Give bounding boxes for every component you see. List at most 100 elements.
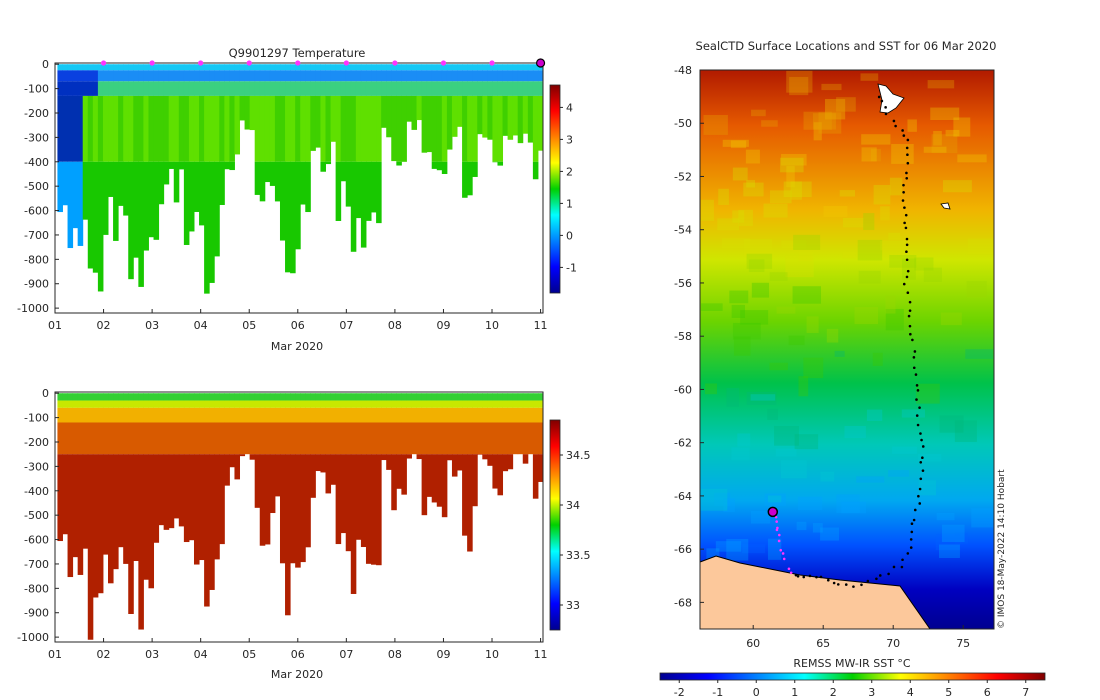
track-point[interactable] [919,432,922,435]
track-point[interactable] [906,161,910,165]
track-point[interactable] [906,552,910,555]
track-point[interactable] [906,138,910,142]
track-point[interactable] [775,520,778,523]
surface-marker[interactable] [198,60,204,66]
track-point[interactable] [919,477,923,481]
track-point[interactable] [911,338,914,342]
track-point[interactable] [913,350,917,353]
track-point[interactable] [808,574,812,578]
track-point[interactable] [905,171,908,175]
track-point[interactable] [779,548,783,552]
track-point[interactable] [908,309,912,312]
track-point[interactable] [903,206,906,209]
island-kerguelen[interactable] [877,83,905,114]
track-point[interactable] [802,575,806,579]
surface-marker[interactable] [440,60,447,66]
track-point[interactable] [905,243,909,247]
surface-marker[interactable] [489,60,495,66]
track-point[interactable] [844,583,848,586]
track-point[interactable] [920,438,923,442]
track-point[interactable] [852,585,855,588]
track-point[interactable] [916,423,920,427]
track-point[interactable] [921,456,924,460]
track-point[interactable] [832,581,836,585]
track-point[interactable] [905,176,909,180]
track-point[interactable] [905,258,909,262]
track-point[interactable] [912,518,916,522]
latest-position-marker[interactable] [767,506,779,518]
track-point[interactable] [907,314,911,318]
track-point[interactable] [908,300,912,304]
track-point[interactable] [826,578,830,582]
track-point[interactable] [819,575,823,579]
track-point[interactable] [877,95,881,99]
track-point[interactable] [875,577,878,581]
track-point[interactable] [909,332,912,336]
track-point[interactable] [787,567,791,571]
track-point[interactable] [919,460,923,464]
track-point[interactable] [878,574,882,577]
track-point[interactable] [915,414,919,417]
latest-profile-marker[interactable] [535,58,546,68]
track-point[interactable] [916,389,920,392]
track-point[interactable] [796,574,800,578]
track-point[interactable] [884,106,887,109]
track-point[interactable] [905,250,908,254]
track-point[interactable] [918,502,922,505]
surface-marker[interactable] [246,60,252,66]
track-point[interactable] [902,190,905,194]
track-point[interactable] [901,558,904,562]
track-point[interactable] [900,565,904,569]
track-point[interactable] [915,398,918,401]
track-point[interactable] [905,237,909,241]
track-point[interactable] [901,199,905,202]
track-point[interactable] [866,579,870,583]
track-point[interactable] [921,469,925,472]
track-point[interactable] [880,99,884,103]
track-point[interactable] [910,522,914,526]
track-point[interactable] [910,530,914,534]
track-point[interactable] [777,539,781,543]
surface-marker[interactable] [149,60,155,66]
track-point[interactable] [902,282,906,286]
track-point[interactable] [836,583,840,586]
track-point[interactable] [892,565,896,569]
track-point[interactable] [903,221,906,225]
track-point[interactable] [775,528,779,532]
track-point[interactable] [912,356,916,359]
track-point[interactable] [909,546,913,549]
track-point[interactable] [908,324,912,328]
track-point[interactable] [815,575,818,579]
track-point[interactable] [884,112,888,116]
track-point[interactable] [860,583,863,587]
track-point[interactable] [777,533,781,537]
track-point[interactable] [902,183,905,187]
track-point[interactable] [918,406,921,409]
track-point[interactable] [776,526,779,530]
track-point[interactable] [918,487,922,491]
track-point[interactable] [905,146,909,150]
track-point[interactable] [894,124,897,128]
surface-marker[interactable] [392,60,398,66]
track-point[interactable] [892,119,896,123]
track-point[interactable] [913,508,917,512]
surface-marker[interactable] [100,60,107,66]
track-point[interactable] [921,445,925,448]
track-point[interactable] [906,291,910,295]
island-heard[interactable] [940,202,951,210]
surface-marker[interactable] [295,60,301,66]
track-point[interactable] [789,571,793,575]
track-point[interactable] [912,366,916,370]
track-point[interactable] [904,226,908,230]
track-point[interactable] [774,515,778,519]
track-point[interactable] [909,538,913,541]
track-point[interactable] [905,275,909,279]
track-point[interactable] [906,153,909,157]
track-point[interactable] [781,552,785,555]
track-point[interactable] [901,129,904,132]
track-point[interactable] [887,572,890,576]
track-point[interactable] [794,573,798,577]
track-point[interactable] [902,134,906,137]
track-point[interactable] [906,269,910,273]
surface-marker[interactable] [343,60,349,66]
